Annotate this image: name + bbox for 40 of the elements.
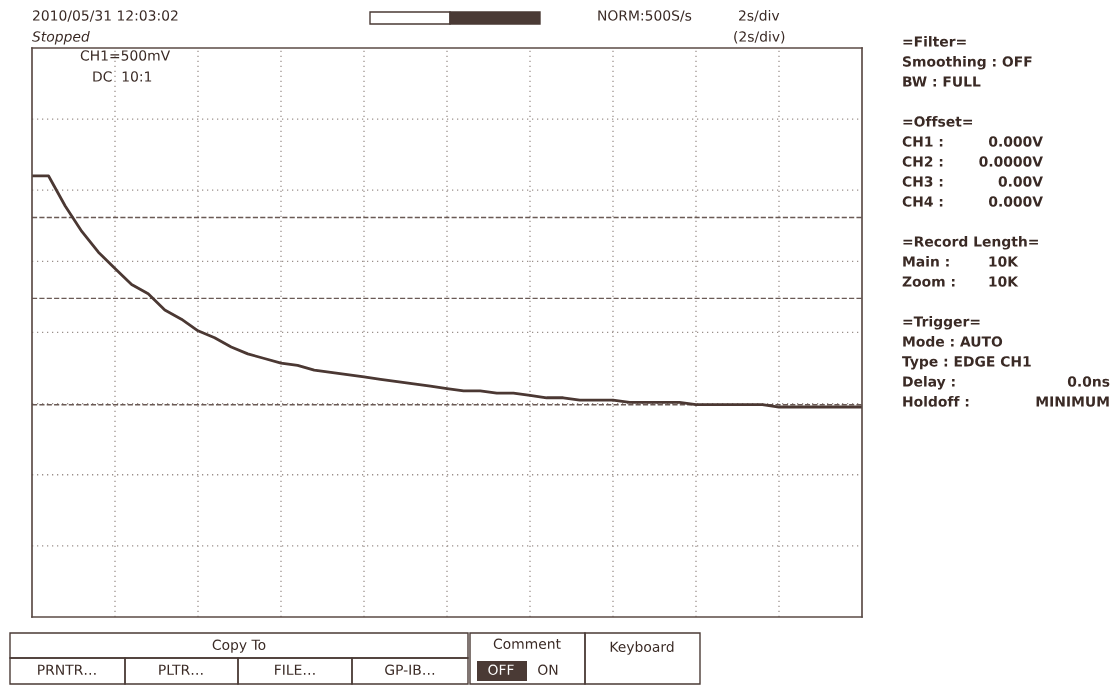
text: CH1 : — [902, 136, 943, 147]
text: 2010/05/31 12:03:02 — [33, 10, 178, 22]
text: Comment — [493, 638, 561, 650]
text: 0.000V — [988, 136, 1043, 147]
text: Holdoff : — [903, 396, 969, 407]
text: FILE… — [275, 664, 315, 675]
text: CH4 : — [902, 196, 943, 207]
text: Keyboard — [610, 641, 674, 655]
text: Copy To — [212, 639, 266, 653]
text: 0.0000V — [979, 156, 1043, 167]
text: Delay : — [903, 376, 955, 390]
text: Stopped — [32, 31, 90, 45]
text: GP-IB… — [385, 664, 435, 676]
text: =Record Length= — [903, 236, 1038, 250]
text: =Offset= — [903, 116, 973, 127]
text: 2s/div — [739, 10, 780, 22]
text: Zoom : — [902, 276, 955, 287]
text: BW : FULL — [903, 76, 981, 87]
text: CH1=500mV — [80, 50, 171, 61]
text: PRNTR… — [38, 664, 96, 675]
text: CH2 : — [902, 156, 943, 167]
text: 10K — [989, 256, 1019, 267]
text: NORM:500S/s — [598, 10, 692, 22]
text: ON — [538, 664, 558, 676]
text: PLTR… — [159, 664, 203, 675]
text: =Filter= — [903, 36, 966, 47]
text: Mode : AUTO — [903, 336, 1003, 347]
text: Main : — [903, 256, 949, 267]
text: 10K — [989, 276, 1019, 287]
text: MINIMUM — [1036, 396, 1109, 407]
text: Smoothing : OFF — [903, 56, 1032, 70]
text: =Trigger= — [903, 316, 980, 330]
text: (2s/div) — [734, 31, 785, 44]
text: CH3 : — [902, 176, 943, 187]
text: DC 10:1 — [93, 71, 152, 82]
text: 0.0ns — [1067, 376, 1110, 387]
text: 0.000V — [988, 196, 1043, 207]
text: Type : EDGE CH1 — [902, 356, 1031, 370]
text: 0.00V — [998, 176, 1043, 187]
text: OFF — [488, 664, 514, 676]
